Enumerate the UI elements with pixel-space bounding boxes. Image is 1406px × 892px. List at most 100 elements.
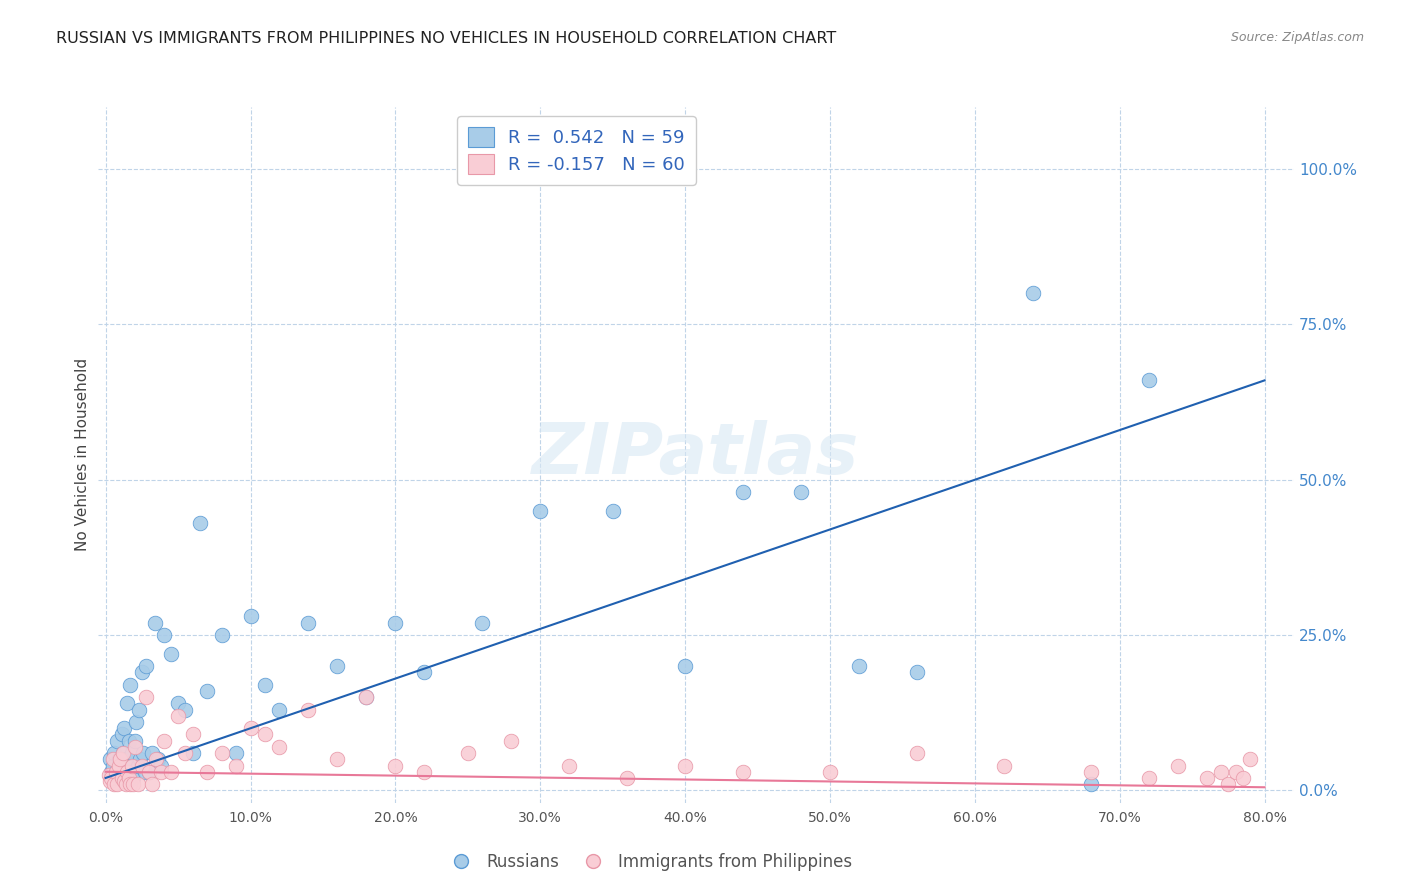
Point — [121, 746, 143, 760]
Point — [143, 615, 166, 630]
Point — [103, 746, 125, 760]
Point — [181, 727, 204, 741]
Point — [118, 733, 141, 747]
Point — [135, 690, 157, 705]
Point — [115, 752, 138, 766]
Point — [1022, 286, 1045, 301]
Point — [128, 703, 150, 717]
Point — [107, 758, 129, 772]
Point — [818, 764, 841, 779]
Point — [1239, 752, 1261, 766]
Point — [673, 659, 696, 673]
Point — [1209, 764, 1232, 779]
Point — [114, 774, 136, 789]
Point — [790, 485, 813, 500]
Point — [993, 758, 1015, 772]
Point — [616, 771, 638, 785]
Point — [195, 764, 218, 779]
Point — [384, 758, 406, 772]
Point — [160, 764, 183, 779]
Point — [1080, 777, 1102, 791]
Point — [134, 764, 156, 779]
Point — [731, 764, 754, 779]
Point — [1218, 777, 1240, 791]
Point — [98, 752, 121, 766]
Point — [104, 764, 127, 779]
Point — [253, 678, 276, 692]
Point — [174, 746, 197, 760]
Point — [138, 764, 160, 779]
Point — [225, 746, 247, 760]
Point — [167, 697, 190, 711]
Point — [129, 752, 152, 766]
Point — [239, 721, 262, 735]
Point — [141, 777, 163, 791]
Point — [239, 609, 262, 624]
Point — [167, 708, 190, 723]
Point — [108, 771, 131, 785]
Point — [195, 684, 218, 698]
Point — [117, 697, 139, 711]
Point — [124, 739, 146, 754]
Point — [356, 690, 378, 705]
Text: Source: ZipAtlas.com: Source: ZipAtlas.com — [1230, 31, 1364, 45]
Point — [117, 764, 139, 779]
Point — [1167, 758, 1189, 772]
Point — [1137, 771, 1160, 785]
Point — [100, 771, 122, 785]
Legend: Russians, Immigrants from Philippines: Russians, Immigrants from Philippines — [439, 847, 858, 878]
Point — [141, 746, 163, 760]
Point — [97, 768, 120, 782]
Point — [135, 659, 157, 673]
Point — [132, 746, 155, 760]
Point — [297, 703, 319, 717]
Point — [118, 771, 141, 785]
Point — [326, 659, 349, 673]
Point — [905, 746, 928, 760]
Point — [100, 764, 122, 779]
Point — [103, 777, 125, 791]
Point — [114, 721, 136, 735]
Point — [1195, 771, 1218, 785]
Point — [501, 733, 523, 747]
Point — [124, 733, 146, 747]
Point — [356, 690, 378, 705]
Point — [110, 727, 132, 741]
Point — [297, 615, 319, 630]
Point — [122, 771, 145, 785]
Point — [1137, 373, 1160, 387]
Point — [181, 746, 204, 760]
Text: ZIPatlas: ZIPatlas — [533, 420, 859, 490]
Point — [673, 758, 696, 772]
Point — [731, 485, 754, 500]
Point — [160, 647, 183, 661]
Point — [131, 665, 153, 680]
Point — [125, 714, 148, 729]
Point — [138, 764, 160, 779]
Point — [905, 665, 928, 680]
Point — [174, 703, 197, 717]
Point — [269, 739, 291, 754]
Point — [558, 758, 581, 772]
Text: RUSSIAN VS IMMIGRANTS FROM PHILIPPINES NO VEHICLES IN HOUSEHOLD CORRELATION CHAR: RUSSIAN VS IMMIGRANTS FROM PHILIPPINES N… — [56, 31, 837, 46]
Point — [120, 678, 142, 692]
Point — [121, 758, 143, 772]
Point — [131, 758, 153, 772]
Point — [122, 777, 145, 791]
Point — [413, 764, 436, 779]
Point — [127, 777, 149, 791]
Point — [107, 752, 129, 766]
Point — [225, 758, 247, 772]
Point — [149, 764, 172, 779]
Point — [105, 777, 128, 791]
Point — [602, 504, 624, 518]
Point — [471, 615, 494, 630]
Point — [1080, 764, 1102, 779]
Point — [112, 746, 135, 760]
Point — [152, 628, 174, 642]
Point — [1232, 771, 1254, 785]
Point — [146, 752, 169, 766]
Point — [211, 628, 233, 642]
Point — [152, 733, 174, 747]
Point — [115, 777, 138, 791]
